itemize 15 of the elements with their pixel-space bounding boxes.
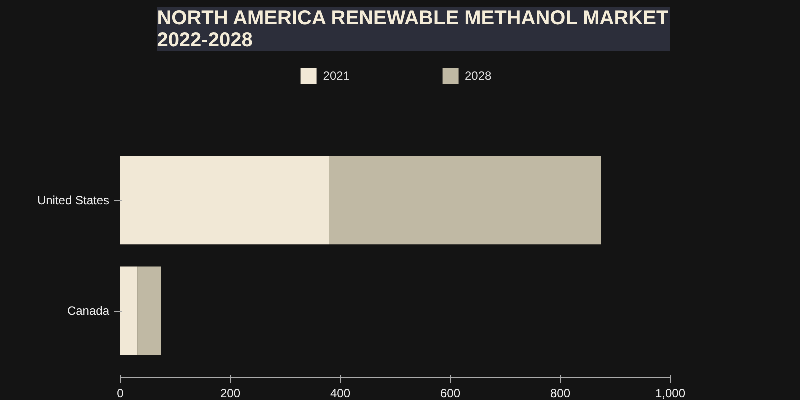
- legend-label: 2028: [465, 69, 492, 83]
- x-tick-label: 800: [550, 386, 571, 400]
- y-tick-label: Canada: [67, 304, 110, 318]
- bar: [120, 156, 330, 245]
- x-tick-label: 0: [117, 386, 124, 400]
- x-tick-label: 600: [440, 386, 461, 400]
- x-tick-label: 1,000: [655, 386, 686, 400]
- y-tick-label: United States: [37, 193, 110, 208]
- bar: [330, 156, 602, 245]
- x-tick-label: 200: [220, 386, 241, 400]
- bar: [120, 266, 138, 356]
- bar: [138, 266, 162, 356]
- x-tick-label: 400: [330, 386, 351, 400]
- legend-label: 2021: [323, 69, 350, 83]
- chart-title: NORTH AMERICA RENEWABLE METHANOL MARKET 2022-2028: [157, 8, 669, 52]
